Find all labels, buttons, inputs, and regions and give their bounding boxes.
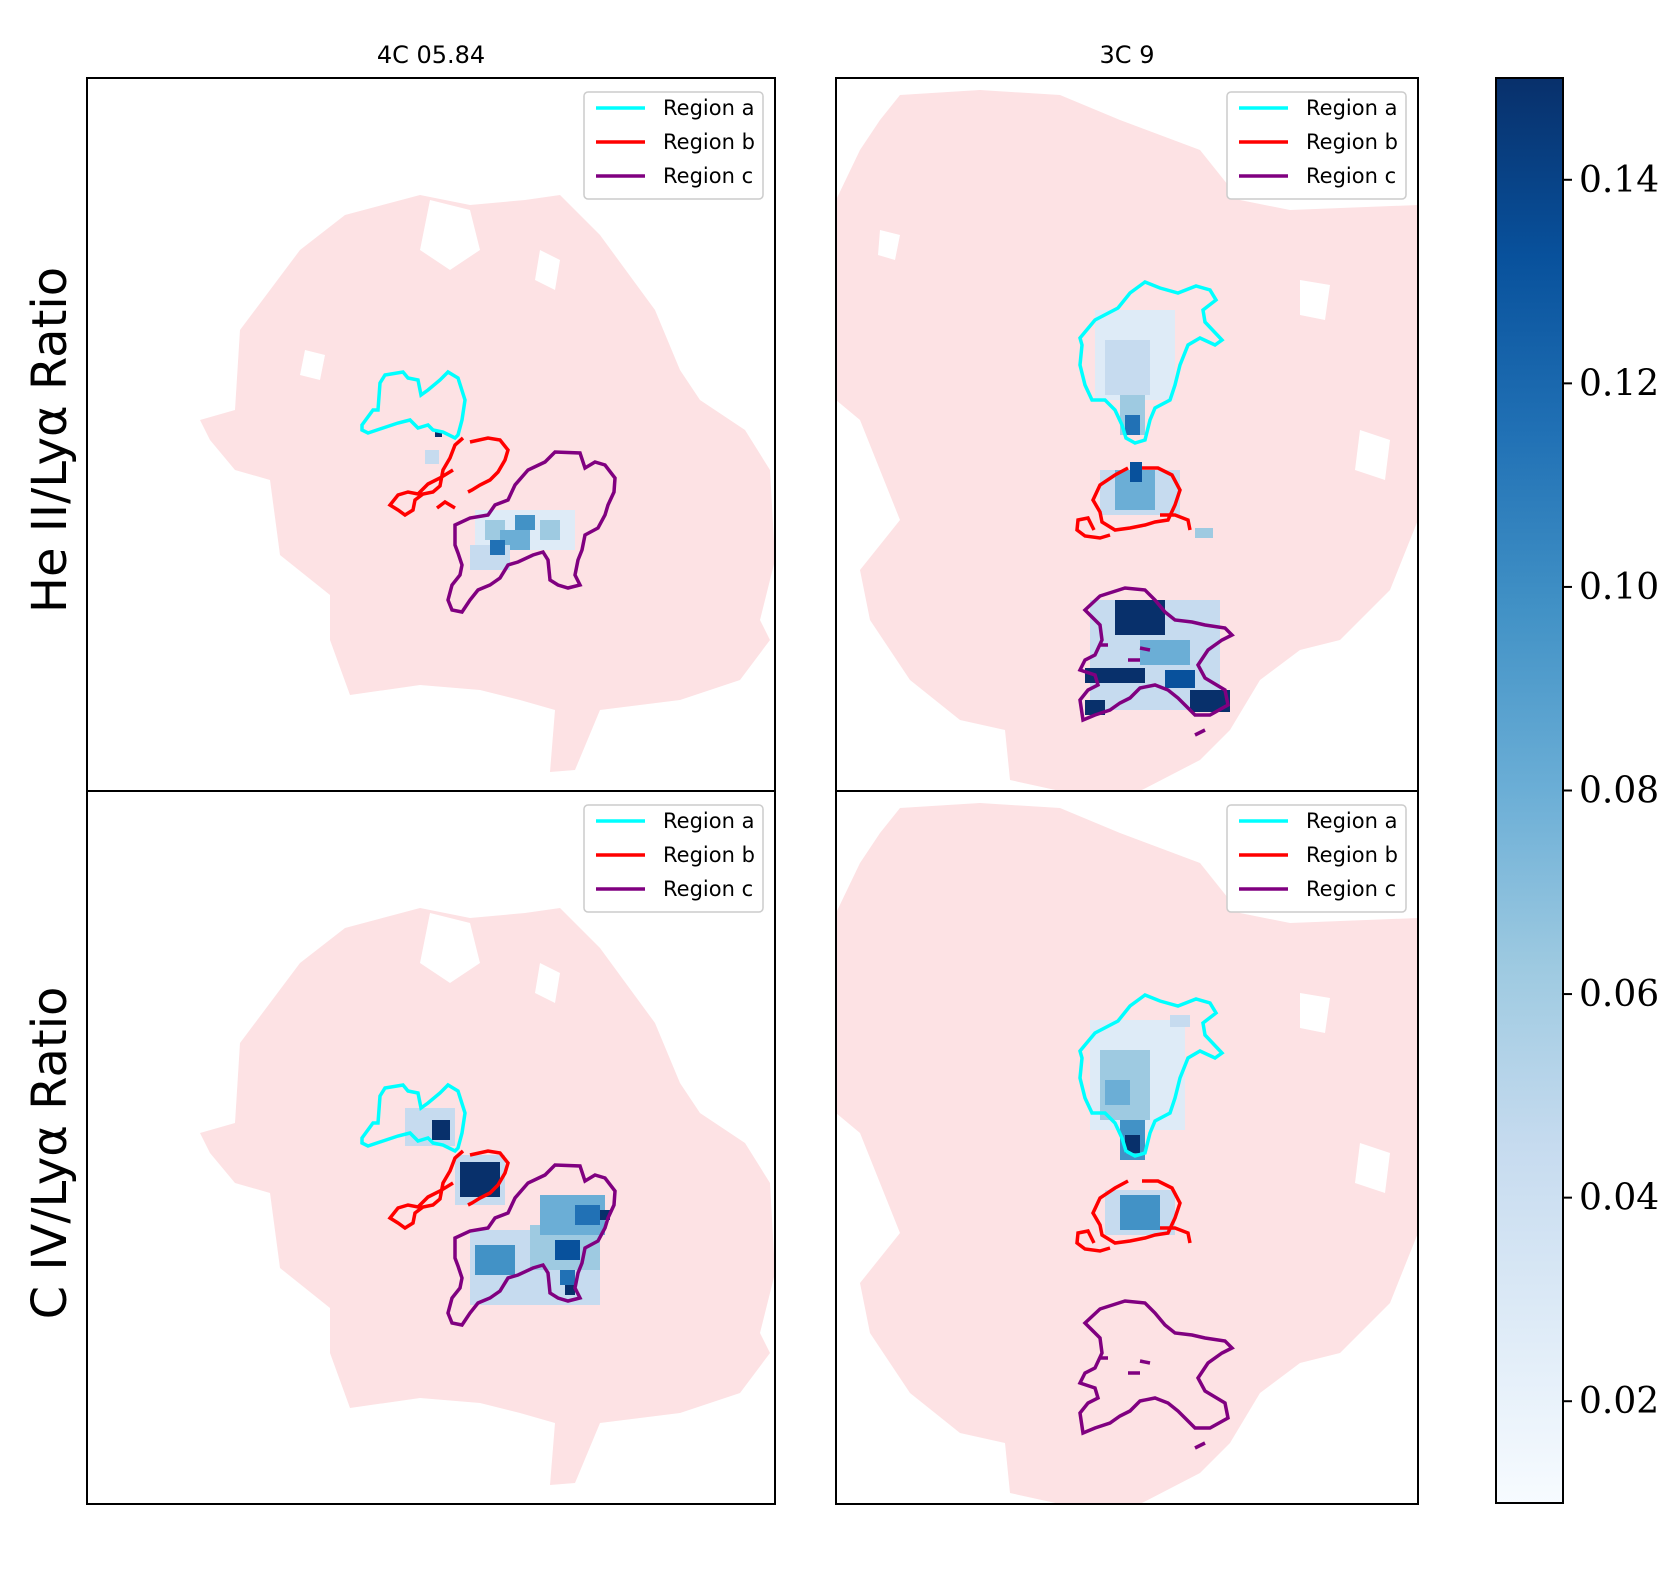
region-b-contour: [387, 1149, 510, 1231]
colorbar-tick-label: 0.10: [1579, 567, 1659, 608]
colorbar-tick-label: 0.02: [1579, 1381, 1659, 1422]
ratio-pixels: [425, 430, 575, 570]
panel-civ-4c0584: Region a Region b Region c: [86, 790, 776, 1505]
region-c-contour: [446, 450, 617, 614]
column-title-left: 4C 05.84: [377, 41, 485, 69]
legend-label-region-b: Region b: [1306, 843, 1398, 867]
region-a-contour: [1078, 280, 1225, 445]
row-label-top: He II/Lyα Ratio: [22, 267, 78, 613]
column-title-right: 3C 9: [1100, 41, 1155, 69]
legend-label-region-c: Region c: [663, 164, 753, 188]
legend: Region a Region b Region c: [583, 804, 764, 913]
legend: Region a Region b Region c: [1226, 91, 1407, 200]
legend-label-region-c: Region c: [1306, 164, 1396, 188]
legend: Region a Region b Region c: [583, 91, 764, 200]
region-contours: [1075, 280, 1235, 737]
row-label-bottom: C IV/Lyα Ratio: [22, 987, 78, 1320]
legend-label-region-b: Region b: [663, 130, 755, 154]
region-c-contour: [1077, 586, 1235, 737]
region-b-contour: [387, 436, 510, 518]
colorbar: 0.02 0.04 0.06 0.08 0.10 0.12 0.14: [1495, 77, 1659, 1504]
legend-label-region-b: Region b: [1306, 130, 1398, 154]
region-contours: [360, 1082, 617, 1327]
colorbar-tick-label: 0.14: [1579, 160, 1659, 201]
region-contours: [1075, 993, 1235, 1450]
region-c-contour: [1077, 1299, 1235, 1450]
region-b-contour: [1075, 466, 1192, 540]
legend-label-region-c: Region c: [663, 877, 753, 901]
region-a-contour: [360, 1082, 467, 1154]
colorbar-tick-label: 0.08: [1579, 771, 1659, 812]
ratio-pixels: [1085, 310, 1230, 715]
legend-label-region-a: Region a: [663, 809, 754, 833]
colorbar-ticks: 0.02 0.04 0.06 0.08 0.10 0.12 0.14: [1563, 160, 1659, 1422]
colorbar-tick-label: 0.04: [1579, 1178, 1659, 1219]
legend-label-region-c: Region c: [1306, 877, 1396, 901]
region-a-contour: [1078, 993, 1225, 1158]
legend-label-region-a: Region a: [663, 96, 754, 120]
colorbar-tick-label: 0.12: [1579, 363, 1659, 404]
panel-heii-3c9: Region a Region b Region c: [835, 77, 1419, 792]
region-b-contour: [1075, 1179, 1192, 1253]
colorbar-gradient: [1495, 77, 1564, 1504]
region-contours: [360, 369, 617, 614]
legend-label-region-a: Region a: [1306, 809, 1397, 833]
panel-heii-4c0584: Region a Region b Region c: [86, 77, 776, 792]
legend-label-region-b: Region b: [663, 843, 755, 867]
legend: Region a Region b Region c: [1226, 804, 1407, 913]
region-a-contour: [360, 369, 467, 441]
colorbar-tick-label: 0.06: [1579, 974, 1659, 1015]
ratio-pixels: [1090, 1015, 1190, 1235]
lya-mask: [200, 195, 775, 772]
panel-civ-3c9: Region a Region b Region c: [835, 790, 1419, 1505]
region-c-contour: [446, 1163, 617, 1327]
legend-label-region-a: Region a: [1306, 96, 1397, 120]
